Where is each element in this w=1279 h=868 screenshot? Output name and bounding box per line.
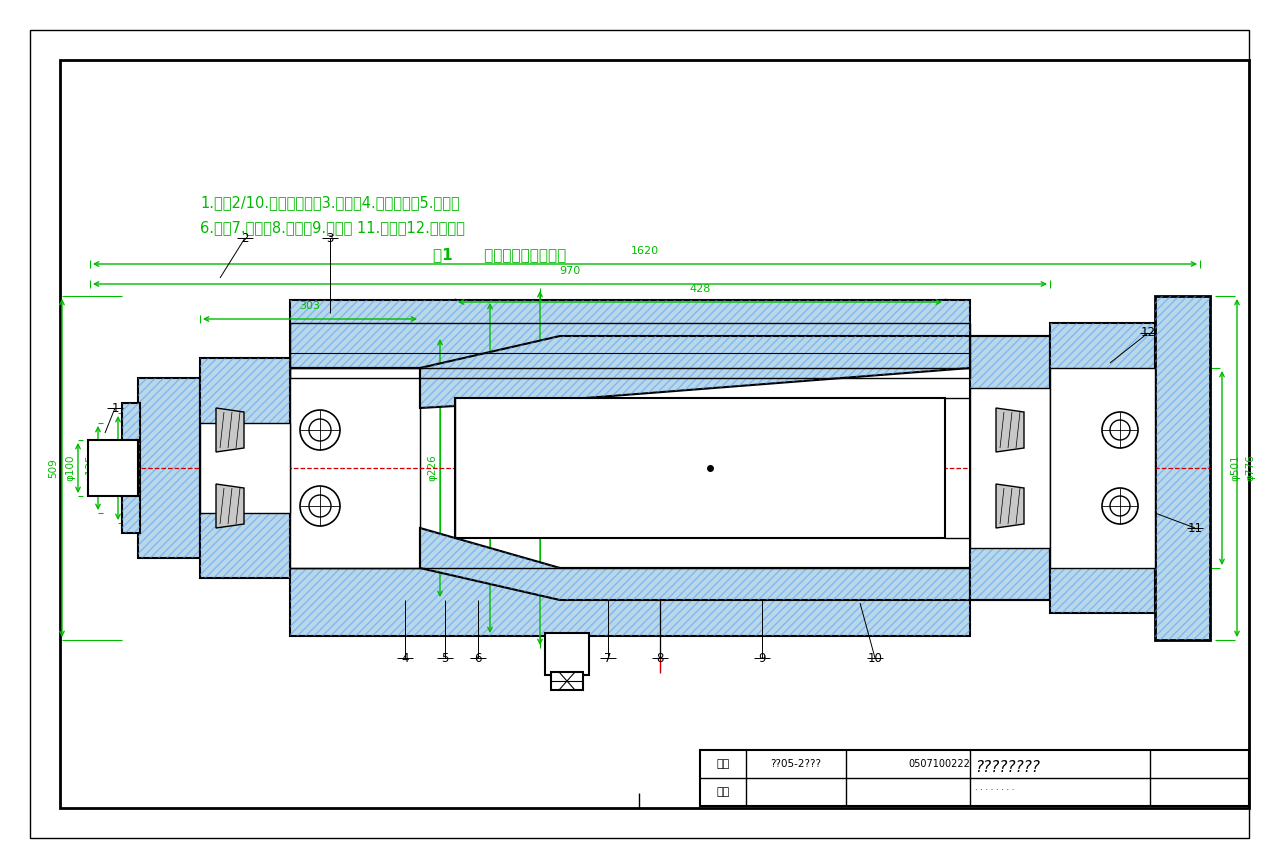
Text: φ776: φ776 xyxy=(1244,455,1255,482)
Text: 303: 303 xyxy=(299,301,321,311)
Bar xyxy=(1155,296,1210,640)
Text: 5: 5 xyxy=(441,652,449,665)
Bar xyxy=(1050,368,1155,568)
Circle shape xyxy=(1110,420,1131,440)
Text: 4: 4 xyxy=(402,652,409,665)
Text: . . . . . . . .: . . . . . . . . xyxy=(975,784,1014,792)
Bar xyxy=(88,440,138,496)
Circle shape xyxy=(301,486,340,526)
Bar xyxy=(290,300,969,368)
Bar xyxy=(200,358,290,578)
Text: φ501: φ501 xyxy=(1230,455,1241,482)
Bar xyxy=(969,336,1050,600)
Polygon shape xyxy=(420,336,969,408)
Text: φ150: φ150 xyxy=(127,455,137,482)
Bar xyxy=(969,336,1050,600)
Text: 1: 1 xyxy=(111,402,119,415)
Bar xyxy=(969,388,1050,548)
Bar xyxy=(290,568,969,636)
Text: ????????: ???????? xyxy=(975,760,1040,775)
Polygon shape xyxy=(996,484,1024,528)
Bar xyxy=(290,323,969,378)
Bar xyxy=(200,358,290,578)
Text: 图1      内伸缩悬臂筒结构图: 图1 内伸缩悬臂筒结构图 xyxy=(434,247,567,262)
Text: 2: 2 xyxy=(242,232,248,245)
Text: 9: 9 xyxy=(758,652,766,665)
Text: 0507100222: 0507100222 xyxy=(908,759,969,769)
Bar xyxy=(138,378,200,558)
Bar xyxy=(122,403,139,533)
Text: 3: 3 xyxy=(326,232,334,245)
Text: 509: 509 xyxy=(49,458,58,478)
Text: 制图: 制图 xyxy=(716,759,729,769)
Bar xyxy=(60,60,1250,808)
Text: 428: 428 xyxy=(689,284,711,294)
Text: 8: 8 xyxy=(656,652,664,665)
Bar xyxy=(455,398,945,538)
Circle shape xyxy=(1102,412,1138,448)
Text: φ100: φ100 xyxy=(65,455,75,481)
Circle shape xyxy=(310,495,331,517)
Text: φ1?5: φ1?5 xyxy=(105,455,115,481)
Text: 11: 11 xyxy=(1187,522,1202,535)
Text: φ384: φ384 xyxy=(527,455,537,482)
Text: 6.衬套7.花键轴8.透气塞9.花键套 11.外齿轶12.导向平键: 6.衬套7.花键轴8.透气塞9.花键套 11.外齿轶12.导向平键 xyxy=(200,220,464,235)
Bar xyxy=(551,672,583,690)
Bar xyxy=(122,403,139,533)
Bar xyxy=(700,750,1250,806)
Polygon shape xyxy=(216,484,244,528)
Bar xyxy=(1050,323,1155,613)
Circle shape xyxy=(301,410,340,450)
Polygon shape xyxy=(216,408,244,452)
Bar xyxy=(290,368,420,568)
Bar xyxy=(545,633,590,675)
Text: 6: 6 xyxy=(475,652,482,665)
Text: 970: 970 xyxy=(559,266,581,276)
Text: 7: 7 xyxy=(604,652,611,665)
Text: 10: 10 xyxy=(867,652,883,665)
Polygon shape xyxy=(420,528,969,600)
Text: φ300: φ300 xyxy=(477,455,487,481)
Bar xyxy=(290,368,420,568)
Bar xyxy=(290,368,420,568)
Circle shape xyxy=(310,419,331,441)
Text: φ125: φ125 xyxy=(84,455,95,482)
Text: φ226: φ226 xyxy=(427,455,437,482)
Polygon shape xyxy=(996,408,1024,452)
Circle shape xyxy=(1110,496,1131,516)
Bar xyxy=(1050,323,1155,613)
Text: 12: 12 xyxy=(1141,326,1155,339)
Circle shape xyxy=(1102,488,1138,524)
Text: 校核: 校核 xyxy=(716,787,729,797)
Text: φ180: φ180 xyxy=(341,455,352,482)
Bar xyxy=(290,300,969,368)
Text: ??05-2???: ??05-2??? xyxy=(770,759,821,769)
Bar xyxy=(1155,296,1210,640)
Bar xyxy=(138,378,200,558)
Text: 1620: 1620 xyxy=(631,246,659,256)
Text: 1.主轤2/10.调心滚子轴抁3.伸缩套4.推力球轴抁5.悬臂套: 1.主轤2/10.调心滚子轴抁3.伸缩套4.推力球轴抁5.悬臂套 xyxy=(200,195,459,211)
Bar xyxy=(200,423,290,513)
Text: φ135: φ135 xyxy=(767,455,778,482)
Bar xyxy=(290,568,969,636)
